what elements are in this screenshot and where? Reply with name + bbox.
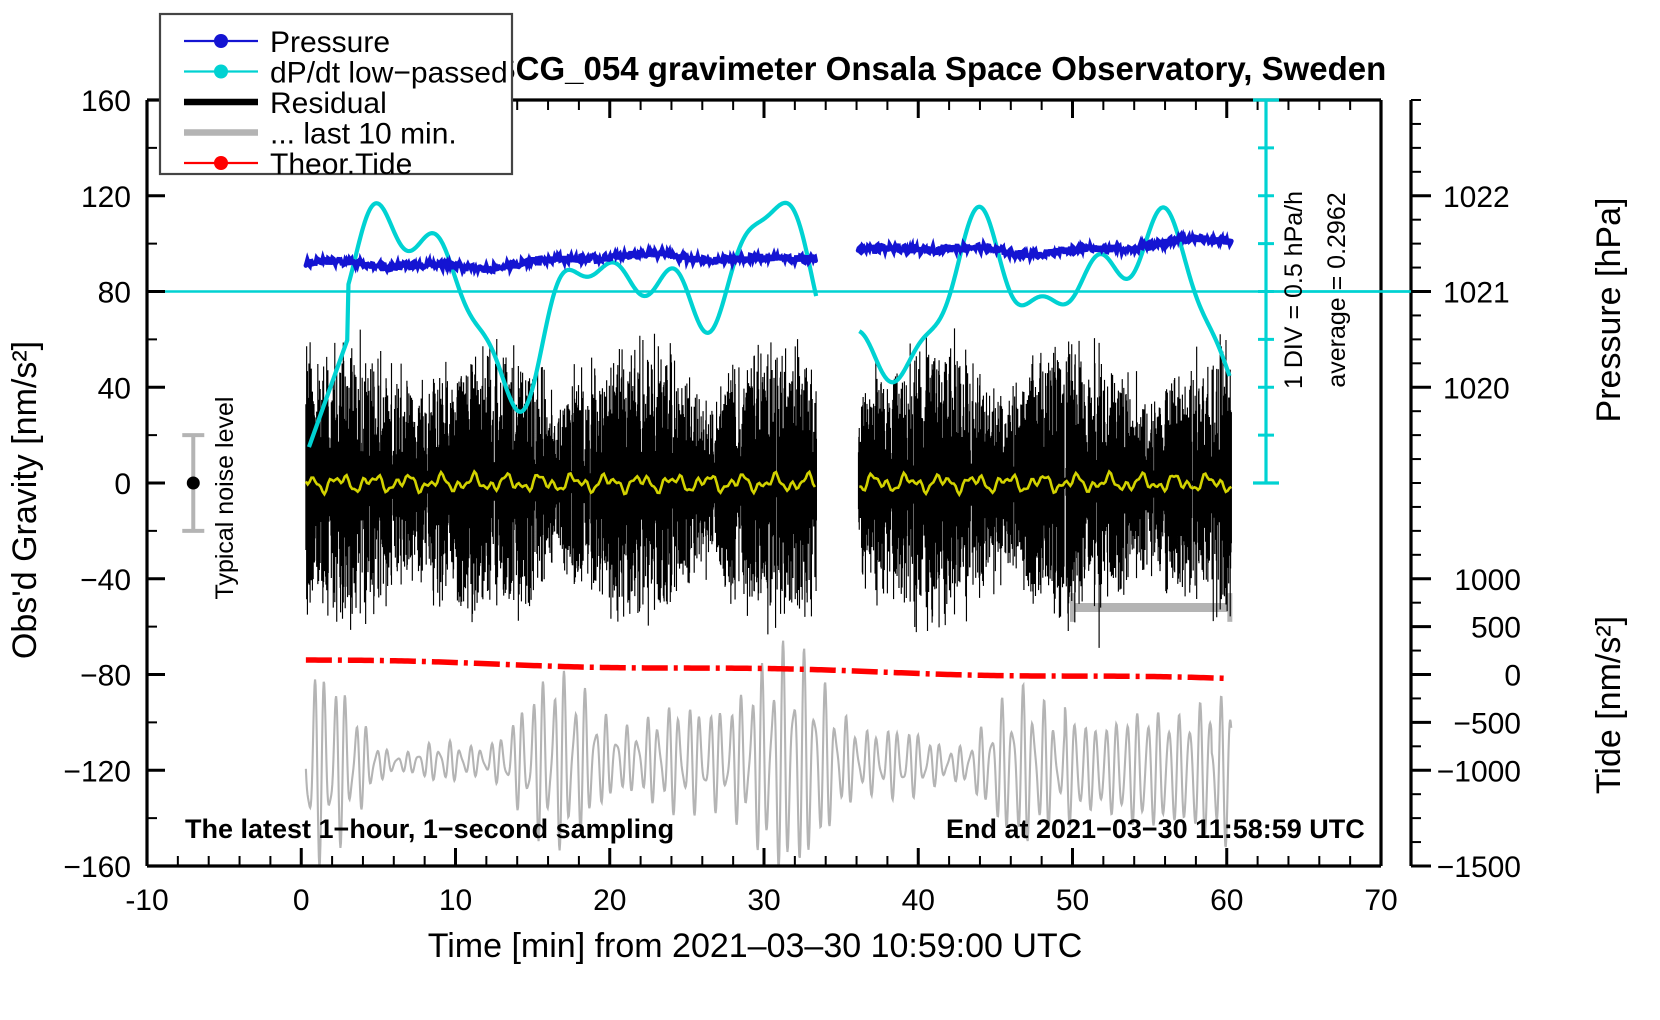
tide-tick-label: −500	[1453, 707, 1521, 740]
y-tick-label: 40	[98, 372, 131, 405]
typical-noise-level-label: Typical noise level	[211, 397, 239, 600]
x-tick-label: 10	[439, 884, 472, 917]
tide-axis-title: Tide [nm/s²]	[1590, 616, 1628, 794]
legend-marker	[214, 156, 228, 170]
series-last-10-min	[304, 640, 1233, 868]
y-tick-label: −40	[80, 564, 131, 597]
legend-marker	[214, 64, 228, 79]
legend-label: Theor.Tide	[270, 148, 412, 181]
pressure-tick-label: 1020	[1443, 372, 1510, 405]
x-tick-label: 20	[593, 884, 626, 917]
y-tick-label: 0	[114, 468, 131, 501]
tide-tick-label: −1500	[1437, 851, 1521, 884]
x-tick-label: 40	[902, 884, 935, 917]
noise-center-marker	[186, 476, 200, 490]
y-tick-label: −80	[80, 660, 131, 693]
sampling-note: The latest 1−hour, 1−second sampling	[185, 814, 674, 844]
y-tick-label: 120	[81, 181, 131, 214]
x-tick-label: 60	[1210, 884, 1243, 917]
tide-tick-label: 500	[1471, 612, 1521, 645]
pressure-tick-label: 1021	[1443, 277, 1510, 310]
y-axis-title: Obs'd Gravity [nm/s²]	[6, 341, 44, 659]
x-tick-label: 30	[747, 884, 780, 917]
series-dpdt-low-passed	[306, 200, 819, 448]
dpdt-scale-label: 1 DIV = 0.5 hPa/h	[1280, 191, 1308, 389]
legend-item-theor-tide[interactable]: Theor.Tide	[184, 148, 412, 181]
y-tick-label: −160	[63, 851, 131, 884]
series-theor-tide	[305, 657, 1229, 682]
x-tick-label: 50	[1056, 884, 1089, 917]
tide-tick-label: −1000	[1437, 755, 1521, 788]
x-tick-label: 70	[1364, 884, 1397, 917]
tide-tick-label: 0	[1504, 660, 1521, 693]
end-time-note: End at 2021−03−30 11:58:59 UTC	[946, 814, 1365, 844]
legend-item-residual[interactable]: Residual	[184, 87, 387, 120]
series-filtered-residual	[859, 469, 1233, 498]
legend-label: dP/dt low−passed	[270, 57, 508, 90]
series-filtered-residual	[304, 469, 817, 497]
legend-item-dp-dt-low-passed[interactable]: dP/dt low−passed	[184, 57, 508, 90]
legend-label: ... last 10 min.	[270, 118, 457, 151]
legend-label: Pressure	[270, 26, 390, 59]
x-tick-label: 0	[293, 884, 310, 917]
dpdt-average-label: average = 0.2962	[1323, 192, 1351, 387]
page-title: SCG_054 gravimeter Onsala Space Observat…	[494, 50, 1387, 87]
x-axis-title: Time [min] from 2021–03–30 10:59:00 UTC	[428, 927, 1083, 965]
series-layer	[147, 200, 1411, 868]
tide-tick-label: 1000	[1454, 564, 1521, 597]
pressure-tick-label: 1022	[1443, 181, 1510, 214]
y-tick-label: 80	[98, 277, 131, 310]
series-dpdt-low-passed	[858, 204, 1232, 385]
y-tick-label: 160	[81, 85, 131, 118]
y-tick-label: −120	[63, 755, 131, 788]
pressure-axis-title: Pressure [hPa]	[1590, 198, 1628, 423]
legend-item-pressure[interactable]: Pressure	[184, 26, 390, 59]
legend-marker	[214, 34, 228, 48]
legend-item-last-10-min[interactable]: ... last 10 min.	[184, 118, 457, 151]
legend-label: Residual	[270, 87, 387, 120]
series-pressure	[303, 228, 1234, 279]
annotation-layer	[182, 98, 1411, 533]
x-tick-label: -10	[125, 884, 168, 917]
